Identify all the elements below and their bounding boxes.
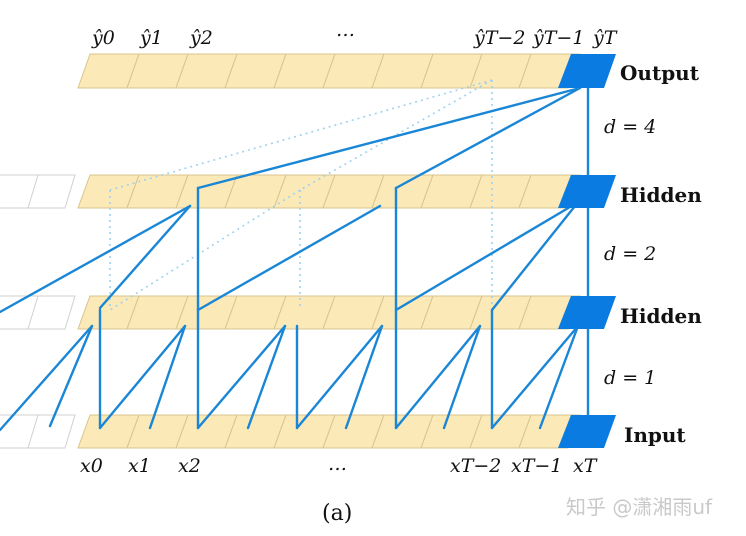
dilation-label-2: d = 2 xyxy=(604,243,656,265)
watermark-text: 知乎 @潇湘雨uf xyxy=(566,495,713,519)
label-x2: x2 xyxy=(178,455,201,477)
highlight-cells xyxy=(558,54,616,448)
ghost-row-hidden-mid xyxy=(0,295,76,330)
label-yT: ŷT xyxy=(592,27,618,49)
label-y1: ŷ1 xyxy=(139,27,163,49)
label-x1: x1 xyxy=(128,455,151,477)
output-index-labels: ŷ0 ŷ1 ŷ2 … ŷT−2 ŷT−1 ŷT xyxy=(91,19,618,49)
label-xT-1: xT−1 xyxy=(511,455,562,477)
label-xT-2: xT−2 xyxy=(450,455,501,477)
layer-label-input: Input xyxy=(624,423,686,447)
label-y2: ŷ2 xyxy=(189,27,213,49)
label-top-ellipsis: … xyxy=(336,19,355,41)
row-hidden-mid xyxy=(77,295,581,330)
row-input xyxy=(77,414,581,449)
hidden-mid-cell-highlight xyxy=(558,296,616,329)
layer-label-hidden-mid: Hidden xyxy=(620,304,702,328)
dilation-label-1: d = 1 xyxy=(604,367,656,389)
output-cell-highlight xyxy=(558,54,616,88)
row-output xyxy=(77,53,581,89)
layer-rows xyxy=(77,53,581,449)
label-xT: xT xyxy=(573,455,598,477)
input-cell-highlight xyxy=(558,415,616,448)
layer-label-hidden-top: Hidden xyxy=(620,183,702,207)
solid-connections xyxy=(0,86,590,432)
label-y0: ŷ0 xyxy=(91,27,115,49)
ghost-row-hidden-top xyxy=(0,174,76,209)
label-x0: x0 xyxy=(80,455,103,477)
hidden-top-cell-highlight xyxy=(558,175,616,208)
ghost-row-input xyxy=(0,414,76,449)
label-yT-2: ŷT−2 xyxy=(473,27,525,49)
dilation-label-4: d = 4 xyxy=(604,116,656,138)
label-yT-1: ŷT−1 xyxy=(532,27,584,49)
input-index-labels: x0 x1 x2 … xT−2 xT−1 xT xyxy=(80,453,598,477)
dotted-connections xyxy=(109,79,493,311)
layer-label-output: Output xyxy=(620,61,700,85)
ghost-cells xyxy=(0,174,76,449)
label-bottom-ellipsis: … xyxy=(328,453,347,475)
figure-caption: (a) xyxy=(322,501,352,526)
row-hidden-top xyxy=(77,174,581,209)
